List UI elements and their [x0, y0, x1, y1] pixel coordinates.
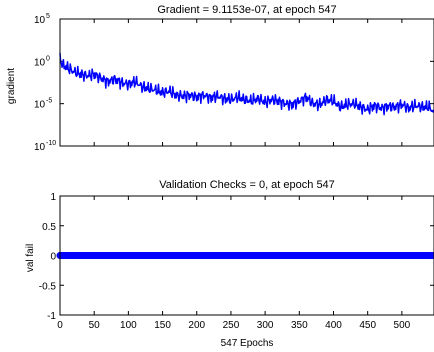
- gradient-y-tick-label: 10: [34, 57, 46, 68]
- validation-plot: Validation Checks = 0, at epoch 547 val …: [25, 179, 434, 349]
- validation-y-tick-label: 0.5: [42, 222, 56, 233]
- validation-x-tick-label: 0: [57, 320, 63, 331]
- validation-plot-x-ticks: 0 50 100 150 200 250 300 350 400 450 500: [57, 196, 411, 331]
- gradient-plot-ylabel: gradient: [6, 68, 17, 104]
- validation-x-tick-label: 300: [257, 320, 274, 331]
- gradient-plot-title: Gradient = 9.1153e-07, at epoch 547: [157, 4, 336, 16]
- validation-y-tick-label: 1: [50, 192, 56, 203]
- validation-plot-title: Validation Checks = 0, at epoch 547: [159, 179, 335, 191]
- validation-y-tick-label: -0.5: [39, 281, 57, 292]
- gradient-plot-frame: [59, 18, 434, 147]
- validation-plot-xlabel: 547 Epochs: [221, 338, 274, 349]
- validation-plot-frame: [59, 195, 434, 316]
- validation-x-tick-label: 150: [154, 320, 171, 331]
- validation-series-markers: [56, 252, 434, 259]
- gradient-plot-x-ticks: [59, 19, 403, 146]
- validation-x-tick-label: 250: [223, 320, 240, 331]
- gradient-series-line: [59, 52, 434, 116]
- validation-y-tick-label: -1: [47, 311, 56, 322]
- validation-x-tick-label: 400: [325, 320, 342, 331]
- gradient-y-tick-exponent: 5: [46, 13, 50, 20]
- gradient-y-tick-label: 10: [34, 142, 46, 153]
- validation-x-tick-label: 500: [394, 320, 411, 331]
- validation-x-tick-label: 50: [89, 320, 101, 331]
- validation-x-tick-label: 450: [359, 320, 376, 331]
- gradient-plot: Gradient = 9.1153e-07, at epoch 547 grad…: [6, 4, 434, 153]
- validation-plot-ylabel: val fail: [25, 244, 36, 272]
- validation-y-tick-label: 0: [50, 252, 56, 263]
- gradient-y-tick-label: 10: [34, 100, 46, 111]
- gradient-y-tick-label: 10: [34, 15, 46, 26]
- validation-point: [430, 252, 434, 259]
- validation-x-tick-label: 350: [291, 320, 308, 331]
- validation-x-tick-label: 100: [120, 320, 137, 331]
- gradient-y-tick-exponent: -10: [46, 140, 56, 147]
- validation-x-tick-label: 200: [188, 320, 205, 331]
- gradient-y-tick-exponent: 0: [46, 55, 50, 62]
- gradient-y-tick-exponent: -5: [46, 98, 52, 105]
